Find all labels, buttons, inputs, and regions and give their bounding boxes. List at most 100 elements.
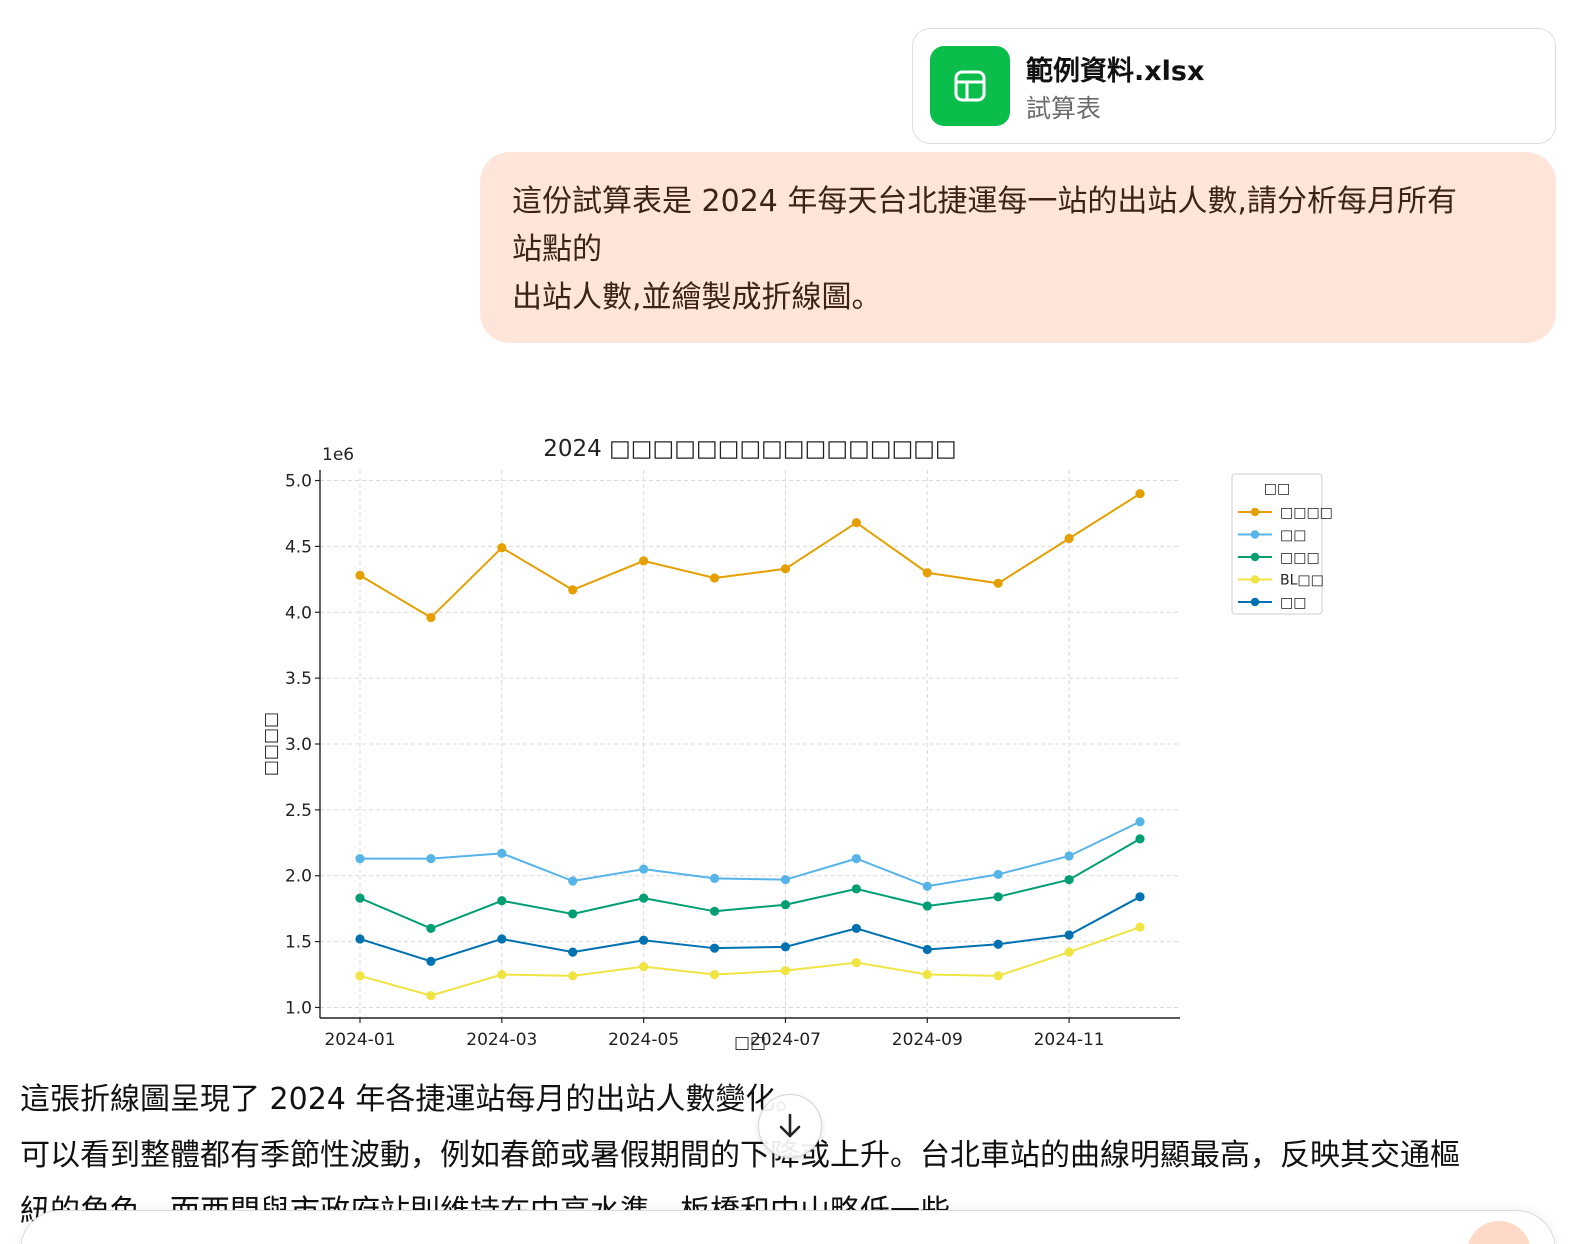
data-point bbox=[1064, 851, 1074, 861]
data-point bbox=[780, 942, 791, 952]
data-point bbox=[639, 935, 649, 945]
y-tick-label: 3.0 bbox=[285, 735, 312, 755]
data-point bbox=[568, 585, 578, 595]
data-point bbox=[355, 854, 365, 864]
data-point bbox=[851, 923, 861, 934]
data-point bbox=[1064, 875, 1074, 885]
scroll-to-bottom-button[interactable] bbox=[758, 1094, 822, 1158]
y-tick-label: 2.0 bbox=[285, 867, 312, 887]
legend-swatch-marker bbox=[1250, 530, 1260, 539]
x-axis-label: □□ bbox=[734, 1033, 766, 1053]
data-point bbox=[568, 971, 578, 981]
user-message-line: 站點的 bbox=[512, 232, 602, 267]
data-point bbox=[426, 956, 436, 966]
series-line bbox=[360, 820, 1141, 888]
data-point bbox=[568, 876, 578, 886]
legend-swatch-marker bbox=[1250, 552, 1260, 562]
legend-label: □□ bbox=[1280, 595, 1306, 611]
data-point bbox=[993, 939, 1003, 949]
x-tick-label: 2024-05 bbox=[608, 1030, 679, 1050]
data-point bbox=[426, 991, 436, 1001]
data-point bbox=[355, 570, 365, 580]
send-button[interactable] bbox=[1467, 1221, 1531, 1244]
data-point bbox=[709, 969, 720, 980]
data-point bbox=[497, 969, 507, 980]
data-point bbox=[922, 901, 932, 911]
y-axis-label: □□□□ bbox=[261, 712, 281, 776]
attachment-file-type: 試算表 bbox=[1026, 94, 1102, 123]
x-tick-label: 2024-07 bbox=[750, 1030, 821, 1050]
data-point bbox=[568, 947, 578, 957]
legend-swatch-marker bbox=[1250, 597, 1260, 607]
user-message-line: 這份試算表是 2024 年每天台北捷運每一站的出站人數,請分析每月所有 bbox=[512, 184, 1457, 219]
attachment-file-name: 範例資料.xlsx bbox=[1026, 56, 1205, 87]
data-point bbox=[780, 875, 791, 885]
data-point bbox=[355, 934, 365, 944]
series-line bbox=[359, 492, 1141, 619]
data-point bbox=[1135, 489, 1145, 499]
data-point bbox=[1135, 922, 1145, 932]
data-point bbox=[568, 909, 578, 919]
data-point bbox=[993, 869, 1003, 880]
x-tick-label: 2024-11 bbox=[1034, 1030, 1105, 1050]
series-line bbox=[359, 926, 1141, 997]
y-tick-label: 1.5 bbox=[285, 933, 312, 953]
data-point bbox=[497, 848, 507, 858]
data-point bbox=[709, 943, 720, 953]
data-point bbox=[993, 971, 1003, 981]
message-composer[interactable] bbox=[20, 1210, 1556, 1244]
table-icon bbox=[930, 46, 1010, 126]
data-point bbox=[922, 881, 932, 891]
legend-title: □□ bbox=[1264, 481, 1290, 497]
data-point bbox=[709, 573, 720, 583]
user-message-bubble: 這份試算表是 2024 年每天台北捷運每一站的出站人數,請分析每月所有 站點的 … bbox=[480, 152, 1556, 343]
legend-label: □□□ bbox=[1280, 550, 1320, 566]
data-point bbox=[426, 923, 436, 934]
y-tick-label: 4.0 bbox=[285, 603, 312, 623]
data-point bbox=[355, 971, 365, 981]
data-point bbox=[851, 854, 861, 864]
legend-label: □□ bbox=[1280, 528, 1306, 544]
legend-label: BL□□ bbox=[1280, 573, 1324, 589]
data-point bbox=[497, 896, 507, 906]
data-point bbox=[639, 962, 649, 972]
chart-title: 2024 □□□□□□□□□□□□□□□□ bbox=[543, 436, 957, 462]
data-point bbox=[851, 518, 861, 528]
data-point bbox=[993, 578, 1003, 588]
y-tick-label: 1.0 bbox=[285, 998, 312, 1018]
data-point bbox=[1135, 834, 1145, 844]
y-multiplier-label: 1e6 bbox=[322, 445, 354, 465]
arrow-down-icon bbox=[779, 1113, 801, 1138]
legend-swatch-marker bbox=[1250, 507, 1260, 517]
line-chart-svg: 1.0 1.5 2.0 2.5 3.0 3.5 4.0 4.5 5.0 2024-01 2024-0… bbox=[261, 436, 1333, 1053]
data-point bbox=[1064, 930, 1074, 940]
y-tick-label: 5.0 bbox=[285, 472, 312, 492]
y-tick-label: 4.5 bbox=[285, 537, 312, 557]
data-point bbox=[709, 906, 720, 916]
line-chart[interactable]: 1.0 1.5 2.0 2.5 3.0 3.5 4.0 4.5 5.0 2024-01 2024-0… bbox=[0, 410, 1584, 1070]
data-point bbox=[922, 568, 932, 578]
data-point bbox=[639, 864, 649, 874]
data-point bbox=[780, 564, 791, 574]
legend-swatch-marker bbox=[1250, 575, 1260, 584]
data-point bbox=[851, 958, 861, 968]
data-point bbox=[639, 893, 649, 903]
data-point bbox=[639, 556, 649, 566]
data-point bbox=[1064, 533, 1074, 544]
data-point bbox=[780, 965, 791, 976]
x-tick-label: 2024-09 bbox=[892, 1030, 963, 1050]
series-line bbox=[359, 837, 1141, 930]
data-point bbox=[1135, 817, 1145, 827]
data-point bbox=[426, 612, 436, 623]
assistant-reply-line: 可以看到整體都有季節性波動，例如春節或暑假期間的下降或上升。台北車站的曲線明顯最… bbox=[20, 1138, 1460, 1173]
data-point bbox=[426, 854, 436, 864]
attachment-card[interactable]: 範例資料.xlsx 試算表 bbox=[912, 28, 1556, 144]
y-tick-label: 3.5 bbox=[285, 669, 312, 689]
data-point bbox=[1135, 892, 1145, 902]
data-point bbox=[497, 934, 507, 944]
data-point bbox=[922, 944, 932, 955]
data-point bbox=[993, 892, 1003, 902]
data-point bbox=[922, 969, 932, 980]
user-message-line: 出站人數,並繪製成折線圖。 bbox=[512, 280, 882, 315]
data-point bbox=[851, 884, 861, 894]
